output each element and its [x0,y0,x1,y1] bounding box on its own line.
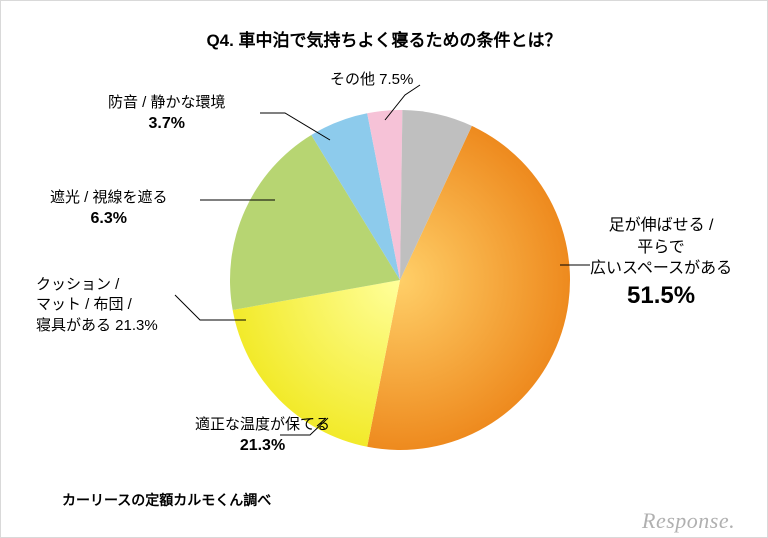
watermark-text: Response. [642,508,735,534]
label-space: 足が伸ばせる / 平らで 広いスペースがある 51.5% [590,215,732,312]
label-other: その他 7.5% [330,70,413,90]
label-shade: 遮光 / 視線を遮る 6.3% [50,188,168,230]
chart-source-footer: カーリースの定額カルモくん調べ [62,490,271,510]
label-temp: 適正な温度が保てる 21.3% [195,415,330,457]
label-bedding: クッション / マット / 布団 / 寝具がある 21.3% [36,275,158,336]
label-quiet: 防音 / 静かな環境 3.7% [108,93,226,135]
